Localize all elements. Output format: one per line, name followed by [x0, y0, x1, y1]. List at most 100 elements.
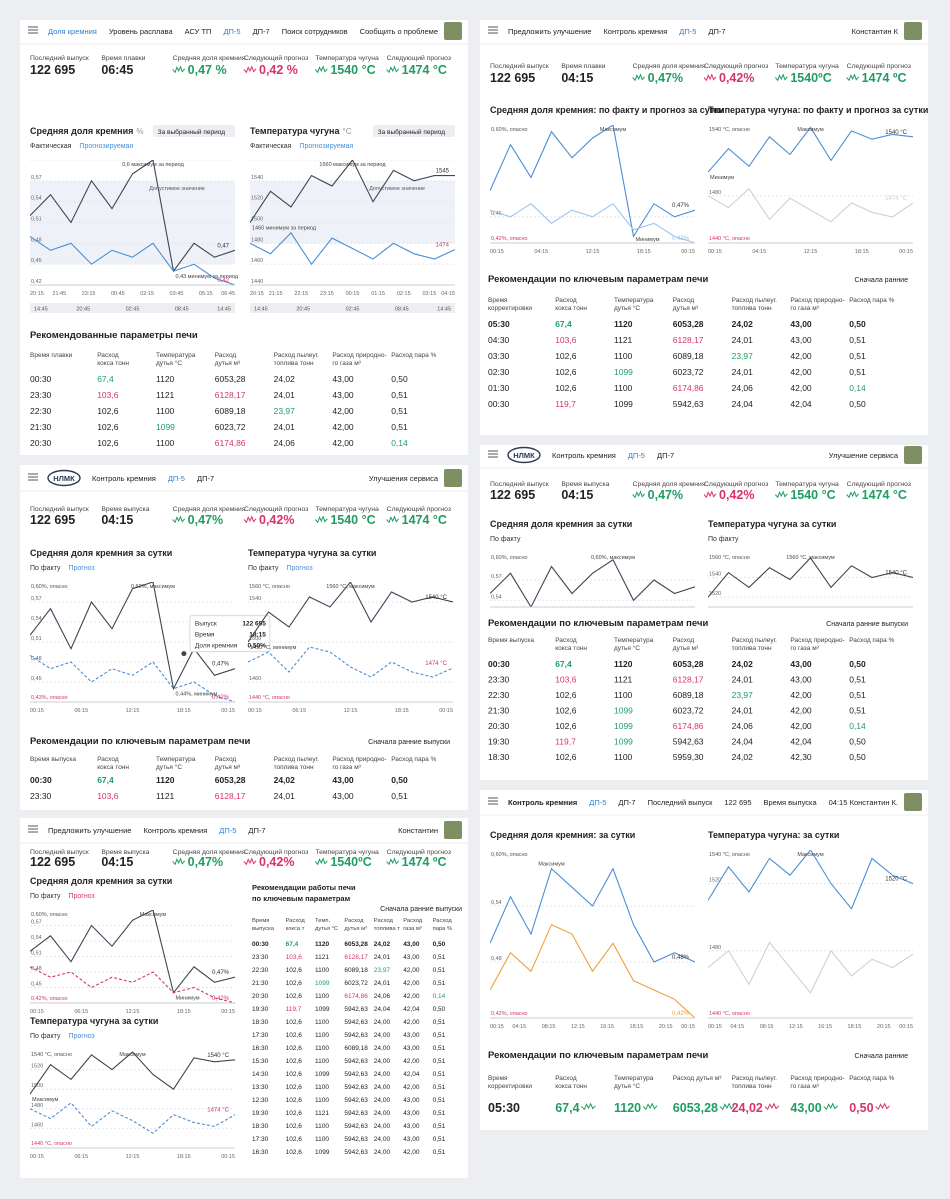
- nav-item[interactable]: Контроль кремния: [143, 826, 207, 835]
- legend-item[interactable]: Прогнозируемая: [299, 143, 353, 150]
- legend-item[interactable]: Прогноз: [68, 1033, 94, 1040]
- x-tick-label: 00:15: [899, 249, 913, 255]
- kpi-value: 1474 ºC: [402, 855, 447, 869]
- table-cell: 6174,86: [673, 383, 704, 393]
- nav-item[interactable]: Поиск сотрудников: [282, 27, 348, 36]
- nav-item[interactable]: Константин К: [852, 27, 899, 36]
- column-header: кокса тонн: [97, 764, 129, 771]
- sort-dropdown[interactable]: Сначала ранние: [855, 1053, 909, 1060]
- max-label: Максимум: [140, 912, 167, 918]
- kpi-value: 1540 °C: [330, 513, 375, 527]
- table-cell: 119,7: [286, 1006, 302, 1013]
- table-cell: 102,6: [97, 406, 119, 416]
- nav-item[interactable]: Контроль кремния: [552, 451, 616, 460]
- nav-item[interactable]: Уровень расплава: [109, 27, 174, 36]
- legend-item[interactable]: По факту: [490, 536, 521, 543]
- period-dropdown[interactable]: [373, 125, 455, 137]
- sort-dropdown[interactable]: Сначала ранние выпуски: [380, 906, 462, 913]
- table-cell: 103,6: [97, 791, 119, 801]
- table-cell: 21:30: [252, 980, 269, 987]
- nav-item[interactable]: Сообщить о проблеме: [360, 27, 438, 36]
- nav-item[interactable]: ДП-5: [628, 451, 645, 460]
- nav-item[interactable]: Последний выпуск: [648, 798, 714, 807]
- kpi-value: 06:45: [101, 63, 133, 77]
- nav-item[interactable]: 04:15: [829, 798, 848, 807]
- x-tick-label: 16:15: [600, 1024, 614, 1030]
- table-cell: 102,6: [555, 351, 577, 361]
- nav-item[interactable]: Константин: [398, 826, 438, 835]
- table-cell: 18:30: [488, 752, 510, 762]
- nav-item[interactable]: ДП-7: [197, 474, 214, 483]
- legend-item[interactable]: Фактическая: [250, 143, 292, 150]
- table-cell: 0,51: [849, 690, 866, 700]
- danger-label: 1440 °C, опасно: [709, 1011, 750, 1017]
- period-dropdown-label[interactable]: За выбранный период: [158, 128, 226, 136]
- legend-item[interactable]: Прогноз: [68, 565, 94, 572]
- table-cell: 42,00: [790, 367, 812, 377]
- x-tick-label: 18:15: [395, 708, 409, 714]
- legend-item[interactable]: По факту: [30, 1033, 61, 1040]
- column-header: Расход: [97, 352, 119, 359]
- sort-dropdown[interactable]: Сначала ранние выпуски: [826, 621, 908, 628]
- column-header: дутья м³: [673, 305, 699, 312]
- nav-item[interactable]: Предложить улучшение: [508, 27, 591, 36]
- table-cell: 0,50: [391, 374, 408, 384]
- danger-label: 0,60%, опасно: [491, 852, 528, 858]
- legend-item[interactable]: Прогнозируемая: [79, 143, 133, 150]
- nav-item[interactable]: Контроль кремния: [92, 474, 156, 483]
- kpi-value: 0,42 %: [259, 63, 298, 77]
- last-value-label: 0,47%: [212, 662, 230, 668]
- nav-item[interactable]: ДП-5: [679, 27, 696, 36]
- sort-dropdown[interactable]: Сначала ранние: [855, 277, 909, 284]
- x-tick-label: 06:15: [74, 1009, 88, 1015]
- kpi-label: Следующий прогноз: [387, 505, 451, 513]
- legend-item[interactable]: По факту: [30, 565, 61, 572]
- table-cell: 1120: [614, 659, 633, 669]
- legend-item[interactable]: Прогноз: [68, 893, 94, 900]
- last-value-label: 1540 °C: [885, 130, 907, 136]
- legend-item[interactable]: Фактическая: [30, 143, 72, 150]
- last-value-label: 1474 °C: [425, 661, 447, 667]
- nav-item[interactable]: Предложить улучшение: [48, 826, 131, 835]
- table-cell: 0,50: [849, 399, 866, 409]
- nav-item[interactable]: 122 695: [724, 798, 751, 807]
- sparkline: [243, 515, 257, 524]
- nav-item[interactable]: ДП-5: [168, 474, 185, 483]
- nav-item[interactable]: Константин К.: [850, 798, 898, 807]
- column-header: газа м³: [403, 926, 422, 932]
- nav-item[interactable]: ДП-5: [223, 27, 240, 36]
- nav-item[interactable]: АСУ ТП: [185, 27, 212, 36]
- legend-item[interactable]: По факту: [30, 893, 61, 900]
- legend-item[interactable]: Прогноз: [286, 565, 312, 572]
- panel: [480, 445, 928, 780]
- nav-item[interactable]: ДП-7: [253, 27, 270, 36]
- nav-item[interactable]: Улучшение сервиса: [829, 451, 899, 460]
- nav-item[interactable]: Контроль кремния: [603, 27, 667, 36]
- sparkline: [386, 857, 400, 866]
- table-cell: 6023,72: [215, 422, 246, 432]
- table-cell: 0,14: [849, 383, 866, 393]
- sort-dropdown[interactable]: Сначала ранние выпуски: [368, 739, 450, 746]
- table-cell: 1100: [315, 1123, 329, 1130]
- nav-item[interactable]: ДП-5: [219, 826, 236, 835]
- nav-item[interactable]: ДП-7: [657, 451, 674, 460]
- x-tick-label: 02:15: [140, 291, 154, 297]
- nav-item[interactable]: Доля кремния: [48, 27, 97, 36]
- nav-item[interactable]: Контроль кремния: [508, 798, 577, 807]
- legend-item[interactable]: По факту: [248, 565, 279, 572]
- nav-item[interactable]: ДП-7: [618, 798, 635, 807]
- y-tick-label: 1520: [709, 591, 721, 597]
- nav-item[interactable]: ДП-7: [248, 826, 265, 835]
- nav-item[interactable]: ДП-7: [708, 27, 725, 36]
- nav-item[interactable]: Время выпуска: [764, 798, 818, 807]
- legend-item[interactable]: По факту: [708, 536, 739, 543]
- period-dropdown-label[interactable]: За выбранный период: [378, 128, 446, 136]
- table-cell: 102,6: [286, 993, 303, 1000]
- period-dropdown[interactable]: [153, 125, 235, 137]
- table-cell: 43,00: [403, 941, 420, 948]
- x-tick-label: 00:15: [221, 1154, 235, 1160]
- column-header: дутья м³: [673, 645, 699, 652]
- table-cell: 119,7: [555, 737, 576, 747]
- nav-item[interactable]: ДП-5: [589, 798, 606, 807]
- nav-item[interactable]: Улучшения сервиса: [369, 474, 439, 483]
